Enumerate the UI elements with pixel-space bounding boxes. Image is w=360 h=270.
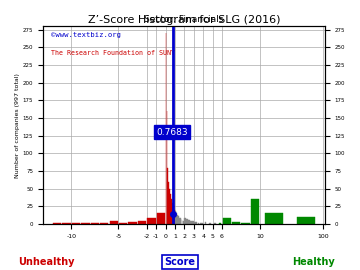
- Bar: [109, 221, 118, 224]
- Bar: [178, 216, 179, 224]
- Bar: [91, 223, 99, 224]
- Bar: [81, 223, 90, 224]
- Bar: [192, 221, 194, 224]
- Bar: [138, 221, 146, 224]
- Bar: [174, 210, 175, 224]
- Bar: [242, 223, 250, 224]
- Bar: [172, 203, 173, 224]
- Bar: [100, 223, 108, 224]
- Bar: [186, 219, 188, 224]
- Bar: [199, 223, 201, 224]
- Bar: [251, 199, 259, 224]
- Bar: [175, 211, 176, 224]
- Bar: [119, 223, 127, 224]
- Text: 0.7683: 0.7683: [157, 128, 188, 137]
- Text: Unhealthy: Unhealthy: [19, 257, 75, 267]
- Bar: [205, 222, 206, 224]
- Bar: [196, 222, 197, 224]
- Bar: [170, 194, 171, 224]
- Bar: [168, 182, 169, 224]
- Bar: [72, 223, 80, 224]
- Bar: [62, 223, 71, 224]
- Text: Healthy: Healthy: [292, 257, 334, 267]
- Bar: [181, 220, 183, 224]
- Bar: [157, 214, 165, 224]
- Bar: [188, 220, 190, 224]
- Bar: [129, 222, 137, 224]
- Bar: [184, 218, 186, 224]
- Bar: [147, 218, 156, 224]
- Bar: [169, 189, 170, 224]
- Bar: [265, 214, 283, 224]
- Bar: [194, 222, 195, 224]
- Bar: [173, 206, 174, 224]
- Text: The Research Foundation of SUNY: The Research Foundation of SUNY: [51, 50, 175, 56]
- Text: Score: Score: [165, 257, 195, 267]
- Bar: [210, 223, 211, 224]
- Bar: [167, 167, 168, 224]
- Text: Sector: Financials: Sector: Financials: [144, 15, 224, 24]
- Bar: [176, 214, 177, 224]
- Bar: [177, 215, 178, 224]
- Bar: [214, 223, 216, 224]
- Y-axis label: Number of companies (997 total): Number of companies (997 total): [15, 73, 20, 177]
- Bar: [201, 223, 203, 224]
- Bar: [180, 218, 181, 224]
- Bar: [190, 221, 192, 224]
- Text: ©www.textbiz.org: ©www.textbiz.org: [51, 32, 121, 38]
- Bar: [222, 218, 231, 224]
- Bar: [179, 218, 180, 224]
- Bar: [171, 199, 172, 224]
- Title: Z’-Score Histogram for SLG (2016): Z’-Score Histogram for SLG (2016): [87, 15, 280, 25]
- Bar: [53, 223, 61, 224]
- Bar: [198, 223, 199, 224]
- Bar: [297, 217, 315, 224]
- Bar: [219, 223, 221, 224]
- Bar: [232, 222, 240, 224]
